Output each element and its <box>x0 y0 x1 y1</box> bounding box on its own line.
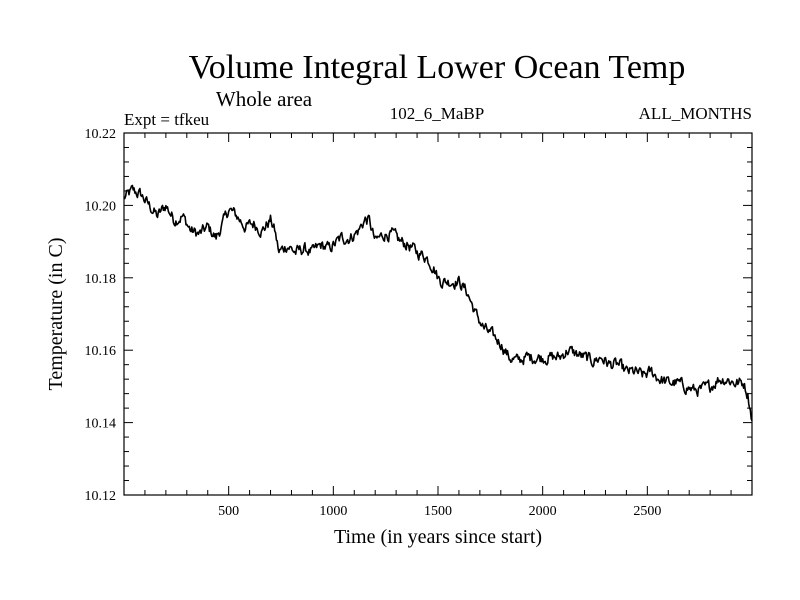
y-tick-label: 10.20 <box>85 199 117 214</box>
y-tick-label: 10.14 <box>85 417 117 432</box>
x-tick-label: 1500 <box>424 504 452 519</box>
months-label: ALL_MONTHS <box>639 104 752 123</box>
y-tick-label: 10.16 <box>85 344 117 359</box>
period-label: 102_6_MaBP <box>390 104 484 123</box>
chart-subtitle: Whole area <box>216 87 313 111</box>
temperature-series-line <box>123 184 753 422</box>
experiment-label: Expt = tfkeu <box>124 110 210 129</box>
y-axis-ticks: 10.12 10.14 10.16 10.18 10.20 10.22 <box>85 127 752 504</box>
x-axis-label: Time (in years since start) <box>334 526 542 548</box>
y-axis-label: Temperature (in C) <box>45 238 67 391</box>
y-tick-label: 10.18 <box>85 272 117 287</box>
x-tick-label: 500 <box>218 504 239 519</box>
x-tick-label: 2500 <box>633 504 661 519</box>
plot-frame <box>123 132 753 496</box>
x-tick-label: 2000 <box>529 504 557 519</box>
chart-title: Volume Integral Lower Ocean Temp <box>189 49 686 86</box>
y-tick-label: 10.22 <box>85 127 117 142</box>
series-layer <box>123 184 753 422</box>
x-axis-ticks: 500 1000 1500 2000 2500 <box>144 133 732 519</box>
x-tick-label: 1000 <box>319 504 347 519</box>
y-tick-label: 10.12 <box>85 489 117 504</box>
